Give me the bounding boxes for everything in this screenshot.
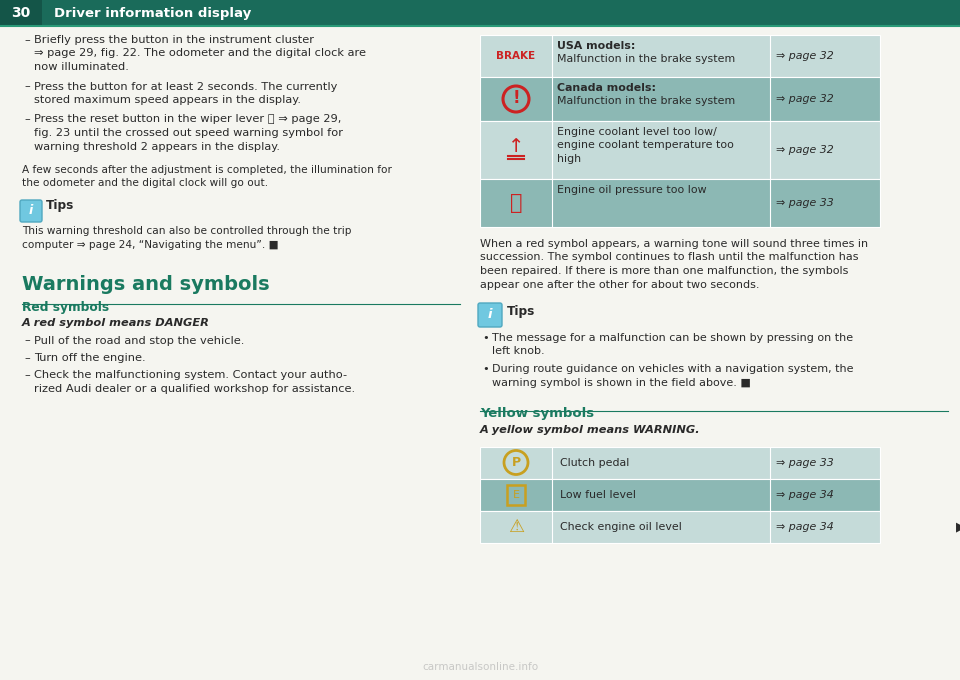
Text: A few seconds after the adjustment is completed, the illumination for: A few seconds after the adjustment is co… xyxy=(22,165,392,175)
Text: left knob.: left knob. xyxy=(492,347,544,356)
Bar xyxy=(480,179,880,227)
Text: Press the reset button in the wiper lever Ⓑ ⇒ page 29,: Press the reset button in the wiper leve… xyxy=(34,114,342,124)
Text: This warning threshold can also be controlled through the trip: This warning threshold can also be contr… xyxy=(22,226,351,236)
Text: Driver information display: Driver information display xyxy=(54,7,252,20)
Text: Malfunction in the brake system: Malfunction in the brake system xyxy=(557,97,735,107)
Text: !: ! xyxy=(513,89,519,107)
Text: A red symbol means DANGER: A red symbol means DANGER xyxy=(22,318,210,328)
Text: •: • xyxy=(482,364,489,374)
Text: now illuminated.: now illuminated. xyxy=(34,62,129,72)
Text: engine coolant temperature too: engine coolant temperature too xyxy=(557,141,733,150)
Text: During route guidance on vehicles with a navigation system, the: During route guidance on vehicles with a… xyxy=(492,364,853,374)
Text: Pull of the road and stop the vehicle.: Pull of the road and stop the vehicle. xyxy=(34,335,245,345)
Text: carmanualsonline.info: carmanualsonline.info xyxy=(422,662,538,672)
Bar xyxy=(0,0,42,26)
Text: appear one after the other for about two seconds.: appear one after the other for about two… xyxy=(480,279,759,290)
Text: The message for a malfunction can be shown by pressing on the: The message for a malfunction can be sho… xyxy=(492,333,853,343)
Text: ⇒ page 34: ⇒ page 34 xyxy=(776,522,833,532)
Text: Briefly press the button in the instrument cluster: Briefly press the button in the instrume… xyxy=(34,35,314,45)
Text: rized Audi dealer or a qualified workshop for assistance.: rized Audi dealer or a qualified worksho… xyxy=(34,384,355,394)
Text: ⇒ page 33: ⇒ page 33 xyxy=(776,458,833,468)
Text: Yellow symbols: Yellow symbols xyxy=(480,407,594,420)
Text: ⇒ page 32: ⇒ page 32 xyxy=(776,94,833,104)
Bar xyxy=(507,484,525,505)
Text: Engine oil pressure too low: Engine oil pressure too low xyxy=(557,185,707,195)
Text: Low fuel level: Low fuel level xyxy=(560,490,636,500)
Text: Turn off the engine.: Turn off the engine. xyxy=(34,353,146,363)
Text: i: i xyxy=(29,205,34,218)
Text: warning threshold 2 appears in the display.: warning threshold 2 appears in the displ… xyxy=(34,141,280,152)
Text: the odometer and the digital clock will go out.: the odometer and the digital clock will … xyxy=(22,178,268,188)
Text: Malfunction in the brake system: Malfunction in the brake system xyxy=(557,54,735,65)
Bar xyxy=(480,511,880,543)
Text: stored maximum speed appears in the display.: stored maximum speed appears in the disp… xyxy=(34,95,301,105)
Text: i: i xyxy=(488,309,492,322)
Text: –: – xyxy=(24,353,30,363)
Text: ⇒ page 32: ⇒ page 32 xyxy=(776,51,833,61)
Text: ↑: ↑ xyxy=(508,137,524,156)
Bar xyxy=(480,77,880,121)
Text: high: high xyxy=(557,154,581,164)
Text: Engine coolant level too low/: Engine coolant level too low/ xyxy=(557,127,717,137)
Bar xyxy=(480,121,880,179)
Text: Canada models:: Canada models: xyxy=(557,83,656,93)
Text: •: • xyxy=(482,333,489,343)
Text: –: – xyxy=(24,35,30,45)
FancyBboxPatch shape xyxy=(20,200,42,222)
Bar xyxy=(480,447,880,479)
Text: warning symbol is shown in the field above. ■: warning symbol is shown in the field abo… xyxy=(492,377,751,388)
Text: fig. 23 until the crossed out speed warning symbol for: fig. 23 until the crossed out speed warn… xyxy=(34,128,343,138)
Text: Check the malfunctioning system. Contact your autho-: Check the malfunctioning system. Contact… xyxy=(34,371,348,381)
Text: –: – xyxy=(24,335,30,345)
Text: computer ⇒ page 24, “Navigating the menu”. ■: computer ⇒ page 24, “Navigating the menu… xyxy=(22,239,278,250)
Text: been repaired. If there is more than one malfunction, the symbols: been repaired. If there is more than one… xyxy=(480,266,849,276)
Text: Tips: Tips xyxy=(46,199,74,212)
Text: –: – xyxy=(24,114,30,124)
Text: A yellow symbol means WARNING.: A yellow symbol means WARNING. xyxy=(480,425,701,435)
Bar xyxy=(480,35,880,77)
Bar xyxy=(0,0,960,26)
Text: Check engine oil level: Check engine oil level xyxy=(560,522,682,532)
Text: BRAKE: BRAKE xyxy=(496,51,536,61)
Text: ⛽: ⛽ xyxy=(510,193,522,213)
Text: Warnings and symbols: Warnings and symbols xyxy=(22,275,270,294)
Text: Press the button for at least 2 seconds. The currently: Press the button for at least 2 seconds.… xyxy=(34,82,337,92)
Text: –: – xyxy=(24,82,30,92)
Text: –: – xyxy=(24,371,30,381)
Text: succession. The symbol continues to flash until the malfunction has: succession. The symbol continues to flas… xyxy=(480,252,858,262)
Text: Tips: Tips xyxy=(507,305,536,318)
Text: ⇒ page 32: ⇒ page 32 xyxy=(776,145,833,155)
Text: Clutch pedal: Clutch pedal xyxy=(560,458,630,468)
Text: USA models:: USA models: xyxy=(557,41,636,51)
Text: Red symbols: Red symbols xyxy=(22,301,109,314)
Text: ⇒ page 34: ⇒ page 34 xyxy=(776,490,833,500)
Text: ⇒ page 33: ⇒ page 33 xyxy=(776,198,833,208)
Text: ▶: ▶ xyxy=(956,520,960,533)
Text: ⚠: ⚠ xyxy=(508,517,524,536)
Text: E: E xyxy=(513,490,519,500)
Bar xyxy=(480,479,880,511)
Text: P: P xyxy=(512,456,520,469)
Text: ⇒ page 29, fig. 22. The odometer and the digital clock are: ⇒ page 29, fig. 22. The odometer and the… xyxy=(34,48,366,58)
Text: When a red symbol appears, a warning tone will sound three times in: When a red symbol appears, a warning ton… xyxy=(480,239,868,249)
FancyBboxPatch shape xyxy=(478,303,502,327)
Text: 30: 30 xyxy=(12,6,31,20)
